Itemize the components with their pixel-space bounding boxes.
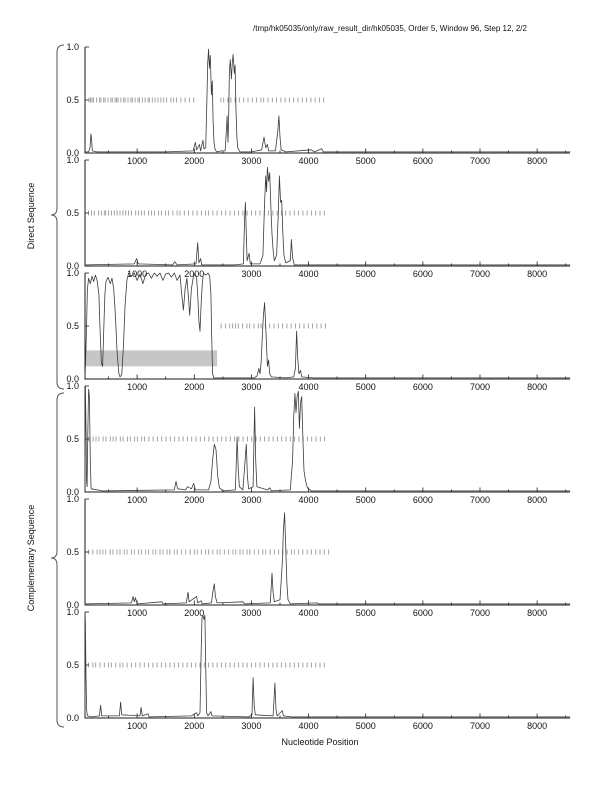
y-tick-label: 1.0: [66, 494, 79, 504]
x-tick-label: 2000: [184, 156, 204, 166]
brace-complementary-sequence: [50, 392, 65, 728]
x-tick-label: 2000: [184, 495, 204, 505]
x-tick-label: 5000: [356, 608, 376, 618]
x-tick-label: 4000: [299, 608, 319, 618]
probability-curve: [85, 48, 571, 153]
x-tick-label: 6000: [413, 156, 433, 166]
x-tick-label: 8000: [527, 382, 547, 392]
y-tick-label: 1.0: [66, 42, 79, 52]
y-tick-label: 0.0: [66, 600, 79, 610]
y-tick-label: 0.0: [66, 487, 79, 497]
x-tick-label: 3000: [241, 608, 261, 618]
x-tick-label: 5000: [356, 721, 376, 731]
x-tick-label: 8000: [527, 721, 547, 731]
x-tick-label: 5000: [356, 156, 376, 166]
y-tick-label: 0.0: [66, 713, 79, 723]
x-tick-label: 5000: [356, 382, 376, 392]
panel-direct-frame-1: 0.0 0.5 1.0 1000 2000 3000 4000 5000 6000 7000 800…: [66, 42, 571, 166]
x-tick-label: 8000: [527, 495, 547, 505]
y-tick-label: 1.0: [66, 155, 79, 165]
x-tick-label: 6000: [413, 721, 433, 731]
probability-curve: [84, 385, 571, 492]
x-tick-label: 7000: [470, 608, 490, 618]
x-tick-label: 3000: [241, 721, 261, 731]
probability-curve: [84, 611, 571, 718]
x-tick-label: 7000: [470, 721, 490, 731]
probability-curve: [84, 272, 571, 379]
y-tick-label: 0.0: [66, 148, 79, 158]
x-tick-label: 4000: [299, 382, 319, 392]
x-tick-label: 6000: [413, 382, 433, 392]
x-tick-label: 8000: [527, 156, 547, 166]
y-tick-label: 0.5: [66, 321, 79, 331]
x-tick-label: 6000: [413, 608, 433, 618]
brace-direct-sequence: [50, 44, 65, 390]
x-tick-label: 2000: [184, 721, 204, 731]
plot-title: /tmp/hk05035/only/raw_result_dir/hk05035…: [253, 24, 527, 33]
x-tick-label: 8000: [527, 269, 547, 279]
panel-direct-frame-3: 0.0 0.5 1.0 1000 2000 3000 4000 5000 6000 7000 800…: [66, 268, 571, 392]
x-tick-label: 6000: [413, 269, 433, 279]
probability-curve: [85, 166, 571, 266]
x-tick-label: 1000: [127, 269, 147, 279]
x-tick-label: 1000: [127, 382, 147, 392]
y-tick-label: 0.5: [66, 434, 79, 444]
y-tick-label: 0.5: [66, 95, 79, 105]
shaded-region: [85, 350, 218, 367]
x-tick-label: 5000: [356, 495, 376, 505]
x-tick-label: 8000: [527, 608, 547, 618]
x-tick-label: 7000: [470, 269, 490, 279]
y-tick-label: 0.5: [66, 208, 79, 218]
x-tick-label: 3000: [241, 382, 261, 392]
y-tick-label: 1.0: [66, 607, 79, 617]
y-tick-label: 1.0: [66, 268, 79, 278]
panel-complementary-frame-1: 0.0 0.5 1.0 1000 2000 3000 4000 5000 6000 7000 800…: [66, 381, 571, 505]
x-tick-label: 4000: [299, 495, 319, 505]
x-tick-label: 7000: [470, 156, 490, 166]
x-tick-label: 1000: [127, 608, 147, 618]
x-tick-label: 3000: [241, 269, 261, 279]
x-tick-label: 1000: [127, 156, 147, 166]
x-tick-label: 2000: [184, 382, 204, 392]
probability-curve: [85, 512, 571, 605]
y-tick-label: 0.5: [66, 660, 79, 670]
x-tick-label: 4000: [299, 156, 319, 166]
direct-sequence-label: Direct Sequence: [26, 182, 36, 250]
x-tick-label: 7000: [470, 382, 490, 392]
panel-direct-frame-2: 0.0 0.5 1.0 1000 2000 3000 4000 5000 6000 7000 800…: [66, 155, 571, 279]
panel-axes: [84, 499, 570, 606]
y-tick-label: 0.5: [66, 547, 79, 557]
panel-axes: [84, 612, 570, 719]
x-tick-label: 1000: [127, 721, 147, 731]
x-tick-label: 1000: [127, 495, 147, 505]
x-axis-title: Nucleotide Position: [281, 737, 359, 747]
y-tick-label: 0.0: [66, 261, 79, 271]
y-tick-label: 1.0: [66, 381, 79, 391]
x-tick-label: 2000: [184, 608, 204, 618]
panel-complementary-frame-3: 0.0 0.5 1.0 1000 2000 3000 4000 5000 6000 7000 800…: [66, 607, 571, 731]
x-tick-label: 6000: [413, 495, 433, 505]
panel-axes: [84, 160, 570, 267]
x-tick-label: 3000: [241, 495, 261, 505]
x-tick-label: 7000: [470, 495, 490, 505]
panel-complementary-frame-2: 0.0 0.5 1.0 1000 2000 3000 4000 5000 6000 7000 800…: [66, 494, 571, 618]
x-tick-label: 4000: [299, 721, 319, 731]
x-tick-label: 4000: [299, 269, 319, 279]
y-tick-label: 0.0: [66, 374, 79, 384]
x-tick-label: 5000: [356, 269, 376, 279]
complementary-sequence-label: Complementary Sequence: [26, 504, 36, 612]
x-tick-label: 3000: [241, 156, 261, 166]
